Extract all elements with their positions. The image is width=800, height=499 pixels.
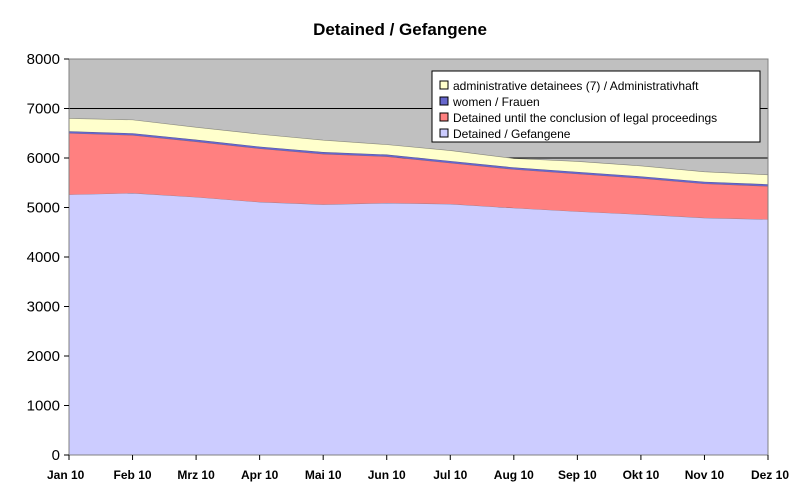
y-tick-label: 8000: [27, 51, 60, 68]
y-tick-label: 1000: [27, 398, 60, 415]
x-tick-label: Mai 10: [305, 468, 342, 482]
legend-entry: Detained until the conclusion of legal p…: [453, 111, 717, 125]
x-tick-label: Dez 10: [751, 468, 789, 482]
area-series-group: [68, 118, 769, 455]
axes: 0 1000 2000 3000 4000 5000 6000 7000 8000 Jan 10 F…: [27, 51, 790, 482]
chart-title: Detained / Gefangene: [313, 20, 487, 39]
legend-entry: Detained / Gefangene: [453, 127, 571, 141]
y-tick-label: 6000: [27, 150, 60, 167]
area-edge-3: [68, 118, 769, 176]
legend-entry: administrative detainees (7) / Administr…: [453, 79, 699, 93]
x-tick-label: Apr 10: [241, 468, 279, 482]
y-tick-label: 2000: [27, 348, 60, 365]
area-series-3: [69, 118, 768, 185]
x-tick-label: Jul 10: [433, 468, 467, 482]
x-tick-label: Jan 10: [47, 468, 85, 482]
legend-swatch: [439, 128, 449, 138]
x-tick-label: Feb 10: [114, 468, 152, 482]
x-tick-label: Aug 10: [494, 468, 534, 482]
x-tick-label: Jun 10: [368, 468, 406, 482]
legend-entry: women / Frauen: [452, 95, 540, 109]
legend: administrative detainees (7) / Administr…: [431, 70, 761, 143]
x-tick-label: Nov 10: [685, 468, 725, 482]
legend-box: [431, 70, 761, 143]
y-tick-label: 3000: [27, 299, 60, 316]
legend-swatch: [439, 80, 449, 90]
x-tick-label: Mrz 10: [177, 468, 215, 482]
x-tick-label: Okt 10: [623, 468, 660, 482]
area-series-0: [69, 193, 768, 455]
x-tick-label: Sep 10: [558, 468, 597, 482]
y-tick-label: 0: [52, 447, 60, 464]
y-tick-label: 7000: [27, 101, 60, 118]
legend-swatch: [439, 112, 449, 122]
y-tick-label: 5000: [27, 200, 60, 217]
y-tick-label: 4000: [27, 249, 60, 266]
area-series-1: [69, 133, 768, 220]
legend-swatch: [439, 96, 449, 106]
